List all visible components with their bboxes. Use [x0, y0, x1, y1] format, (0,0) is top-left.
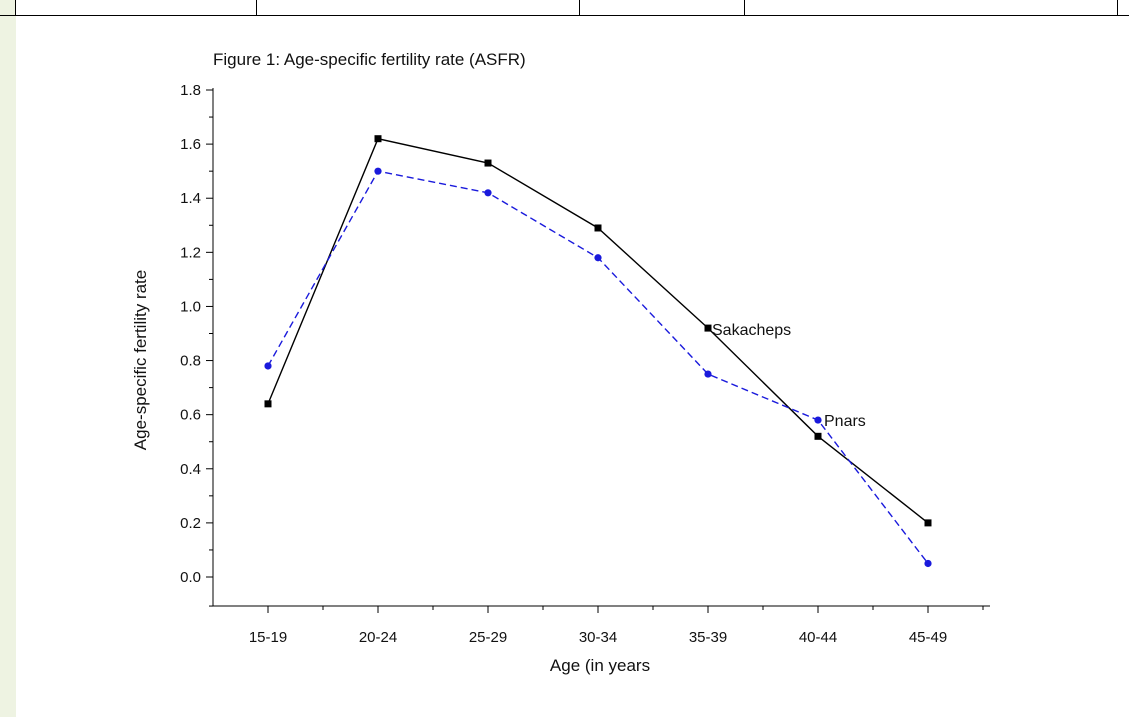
series-label-pnars: Pnars — [824, 413, 866, 430]
table-border-strip — [0, 0, 1129, 16]
y-tick-label: 0.4 — [180, 461, 201, 478]
chart-title: Figure 1: Age-specific fertility rate (A… — [213, 50, 526, 69]
y-tick-label: 0.2 — [180, 515, 201, 532]
x-tick-label: 15-19 — [249, 629, 287, 646]
y-tick-label: 0.8 — [180, 353, 201, 370]
x-tick-label: 20-24 — [359, 629, 397, 646]
data-point-sakacheps — [704, 324, 712, 332]
data-point-pnars — [484, 189, 492, 197]
y-tick-label: 1.6 — [180, 136, 201, 153]
x-tick-label: 25-29 — [469, 629, 507, 646]
data-point-pnars — [814, 416, 822, 424]
data-point-sakacheps — [264, 400, 272, 408]
axes-group: 0.0 0.2 0.4 0.6 0.8 1.0 1.2 1.4 1.6 1.8 15-19 20-24… — [180, 82, 990, 646]
x-tick-label: 45-49 — [909, 629, 947, 646]
x-tick-label: 35-39 — [689, 629, 727, 646]
y-tick-label: 1.8 — [180, 82, 201, 99]
y-tick-label: 0.0 — [180, 569, 201, 586]
y-axis-title: Age-specific fertility rate — [131, 270, 150, 450]
data-point-pnars — [704, 370, 712, 378]
y-tick-label: 0.6 — [180, 407, 201, 424]
x-tick-label: 40-44 — [799, 629, 837, 646]
x-tick-label: 30-34 — [579, 629, 617, 646]
series-group — [264, 135, 932, 568]
data-point-pnars — [594, 254, 602, 262]
data-point-sakacheps — [924, 519, 932, 527]
data-point-sakacheps — [484, 159, 492, 167]
data-point-sakacheps — [814, 432, 822, 440]
y-tick-label: 1.2 — [180, 244, 201, 261]
page-left-band — [0, 0, 16, 717]
data-point-pnars — [264, 362, 272, 370]
y-tick-label: 1.4 — [180, 190, 201, 207]
data-point-sakacheps — [374, 135, 382, 143]
series-line-sakacheps — [267, 137, 929, 524]
data-point-sakacheps — [594, 224, 602, 232]
series-annotations: Sakacheps Pnars — [712, 322, 866, 430]
y-tick-label: 1.0 — [180, 298, 201, 315]
x-axis-title: Age (in years — [550, 656, 650, 675]
data-point-pnars — [924, 559, 932, 568]
data-point-pnars — [374, 167, 382, 175]
series-label-sakacheps: Sakacheps — [712, 322, 791, 339]
